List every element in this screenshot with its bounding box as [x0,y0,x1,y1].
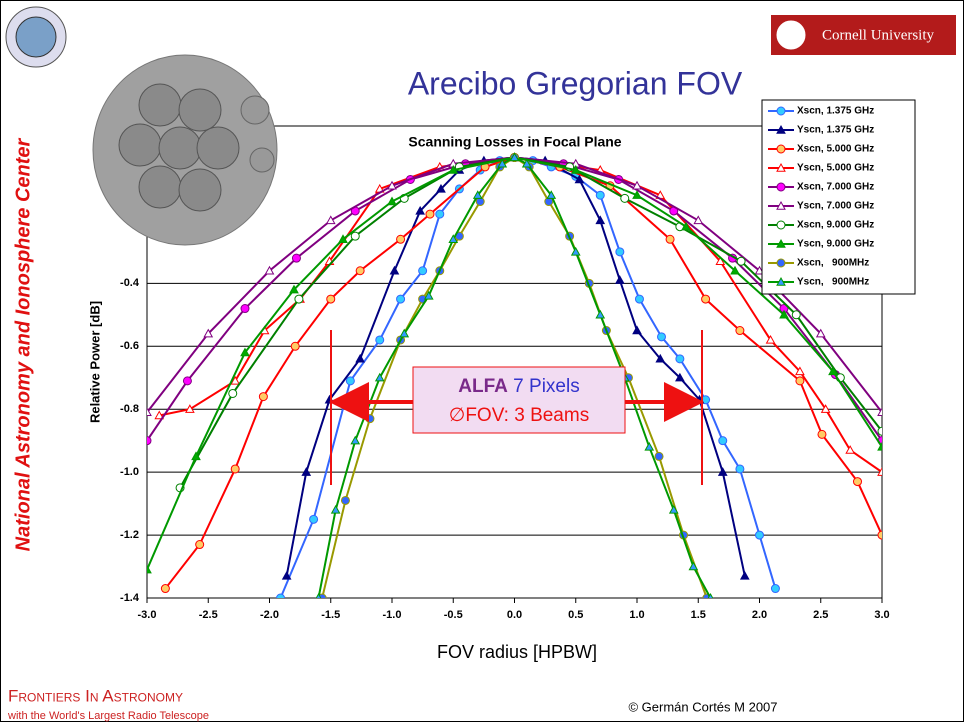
marker [658,333,666,341]
legend-label: Yscn, 1.375 GHz [797,125,874,136]
marker [676,355,684,363]
x-tick-label: 1.5 [691,609,706,621]
y-tick-label: -1.2 [120,529,139,541]
marker [161,585,169,593]
x-tick-label: 3.0 [874,609,889,621]
chart-title: Scanning Losses in Focal Plane [408,134,621,150]
marker [792,311,800,319]
marker [419,267,427,275]
y-tick-label: -0.6 [120,340,139,352]
marker [231,465,239,473]
y-tick-label: -0.8 [120,403,139,415]
marker [736,327,744,335]
y-tick-label: -1.4 [120,592,140,604]
marker [295,295,303,303]
slide-title: Arecibo Gregorian FOV [408,65,743,101]
marker [596,191,604,199]
marker [366,415,374,423]
legend-label: Xscn, 1.375 GHz [797,106,874,117]
x-tick-label: 0.5 [568,609,583,621]
marker [426,210,434,218]
legend-marker [777,107,785,115]
legend-label: Xscn, 5.000 GHz [797,144,874,155]
marker [183,377,191,385]
x-tick-label: 0.0 [507,609,522,621]
y-axis-label: Relative Power [dB] [87,301,102,423]
marker [616,248,624,256]
legend-label: Xscn, 7.000 GHz [797,182,874,193]
annotation-line: ALFA 7 Pixels [458,376,579,397]
legend-marker [777,259,785,267]
annotation-pixels: 7 Pixels [513,376,580,397]
marker [635,295,643,303]
marker [196,541,204,549]
marker [796,377,804,385]
marker [351,232,359,240]
x-axis-label: FOV radius [HPBW] [437,642,597,662]
footer-subtitle: with the World's Largest Radio Telescope [7,710,209,722]
marker [736,465,744,473]
legend-label: Xscn, 9.000 GHz [797,220,874,231]
marker [346,377,354,385]
marker [341,496,349,504]
marker [327,295,335,303]
footer-title: Frontiers In Astronomy [8,686,183,705]
legend-label: Yscn, 9.000 GHz [797,239,874,250]
legend-label: Yscn, 7.000 GHz [797,201,874,212]
x-tick-label: -2.0 [260,609,279,621]
x-tick-label: 2.0 [752,609,767,621]
legend-label: Xscn, 900MHz [797,258,869,269]
x-tick-label: 1.0 [629,609,644,621]
marker [229,389,237,397]
marker [356,267,364,275]
marker [719,437,727,445]
marker [291,342,299,350]
legend-label: Yscn, 900MHz [797,277,869,288]
legend-marker [777,145,785,153]
marker [436,210,444,218]
annotation-fov: ∅FOV: 3 Beams [449,405,589,426]
legend-label: Yscn, 5.000 GHz [797,163,874,174]
marker [292,254,300,262]
marker [702,295,710,303]
marker [376,336,384,344]
x-tick-label: -0.5 [444,609,463,621]
y-tick-label: -1.0 [120,466,139,478]
naic-logo-inner [16,17,56,57]
y-tick-label: -0.4 [120,277,140,289]
marker [621,194,629,202]
marker [397,235,405,243]
institution: Cornell University [822,27,935,43]
cornell-seal [776,20,806,50]
marker [818,430,826,438]
x-tick-label: -3.0 [138,609,157,621]
feed-array-image [93,55,277,245]
annotation-name: ALFA [458,376,508,397]
legend-marker [777,221,785,229]
copyright: © Germán Cortés M 2007 [628,699,777,714]
marker [655,452,663,460]
x-tick-label: 2.5 [813,609,828,621]
x-tick-label: -1.5 [321,609,340,621]
marker [854,478,862,486]
chart: Cornell University Arecibo Gregorian FOV… [0,0,965,723]
marker [756,531,764,539]
marker [771,585,779,593]
marker [666,235,674,243]
marker [241,305,249,313]
marker [737,257,745,265]
x-tick-label: -1.0 [383,609,402,621]
marker [310,515,318,523]
x-tick-label: -2.5 [199,609,218,621]
marker [259,393,267,401]
marker [397,295,405,303]
slide: Cornell University Arecibo Gregorian FOV… [0,0,965,723]
legend-marker [777,183,785,191]
side-text: National Astronomy and Ionosphere Center [12,137,34,551]
